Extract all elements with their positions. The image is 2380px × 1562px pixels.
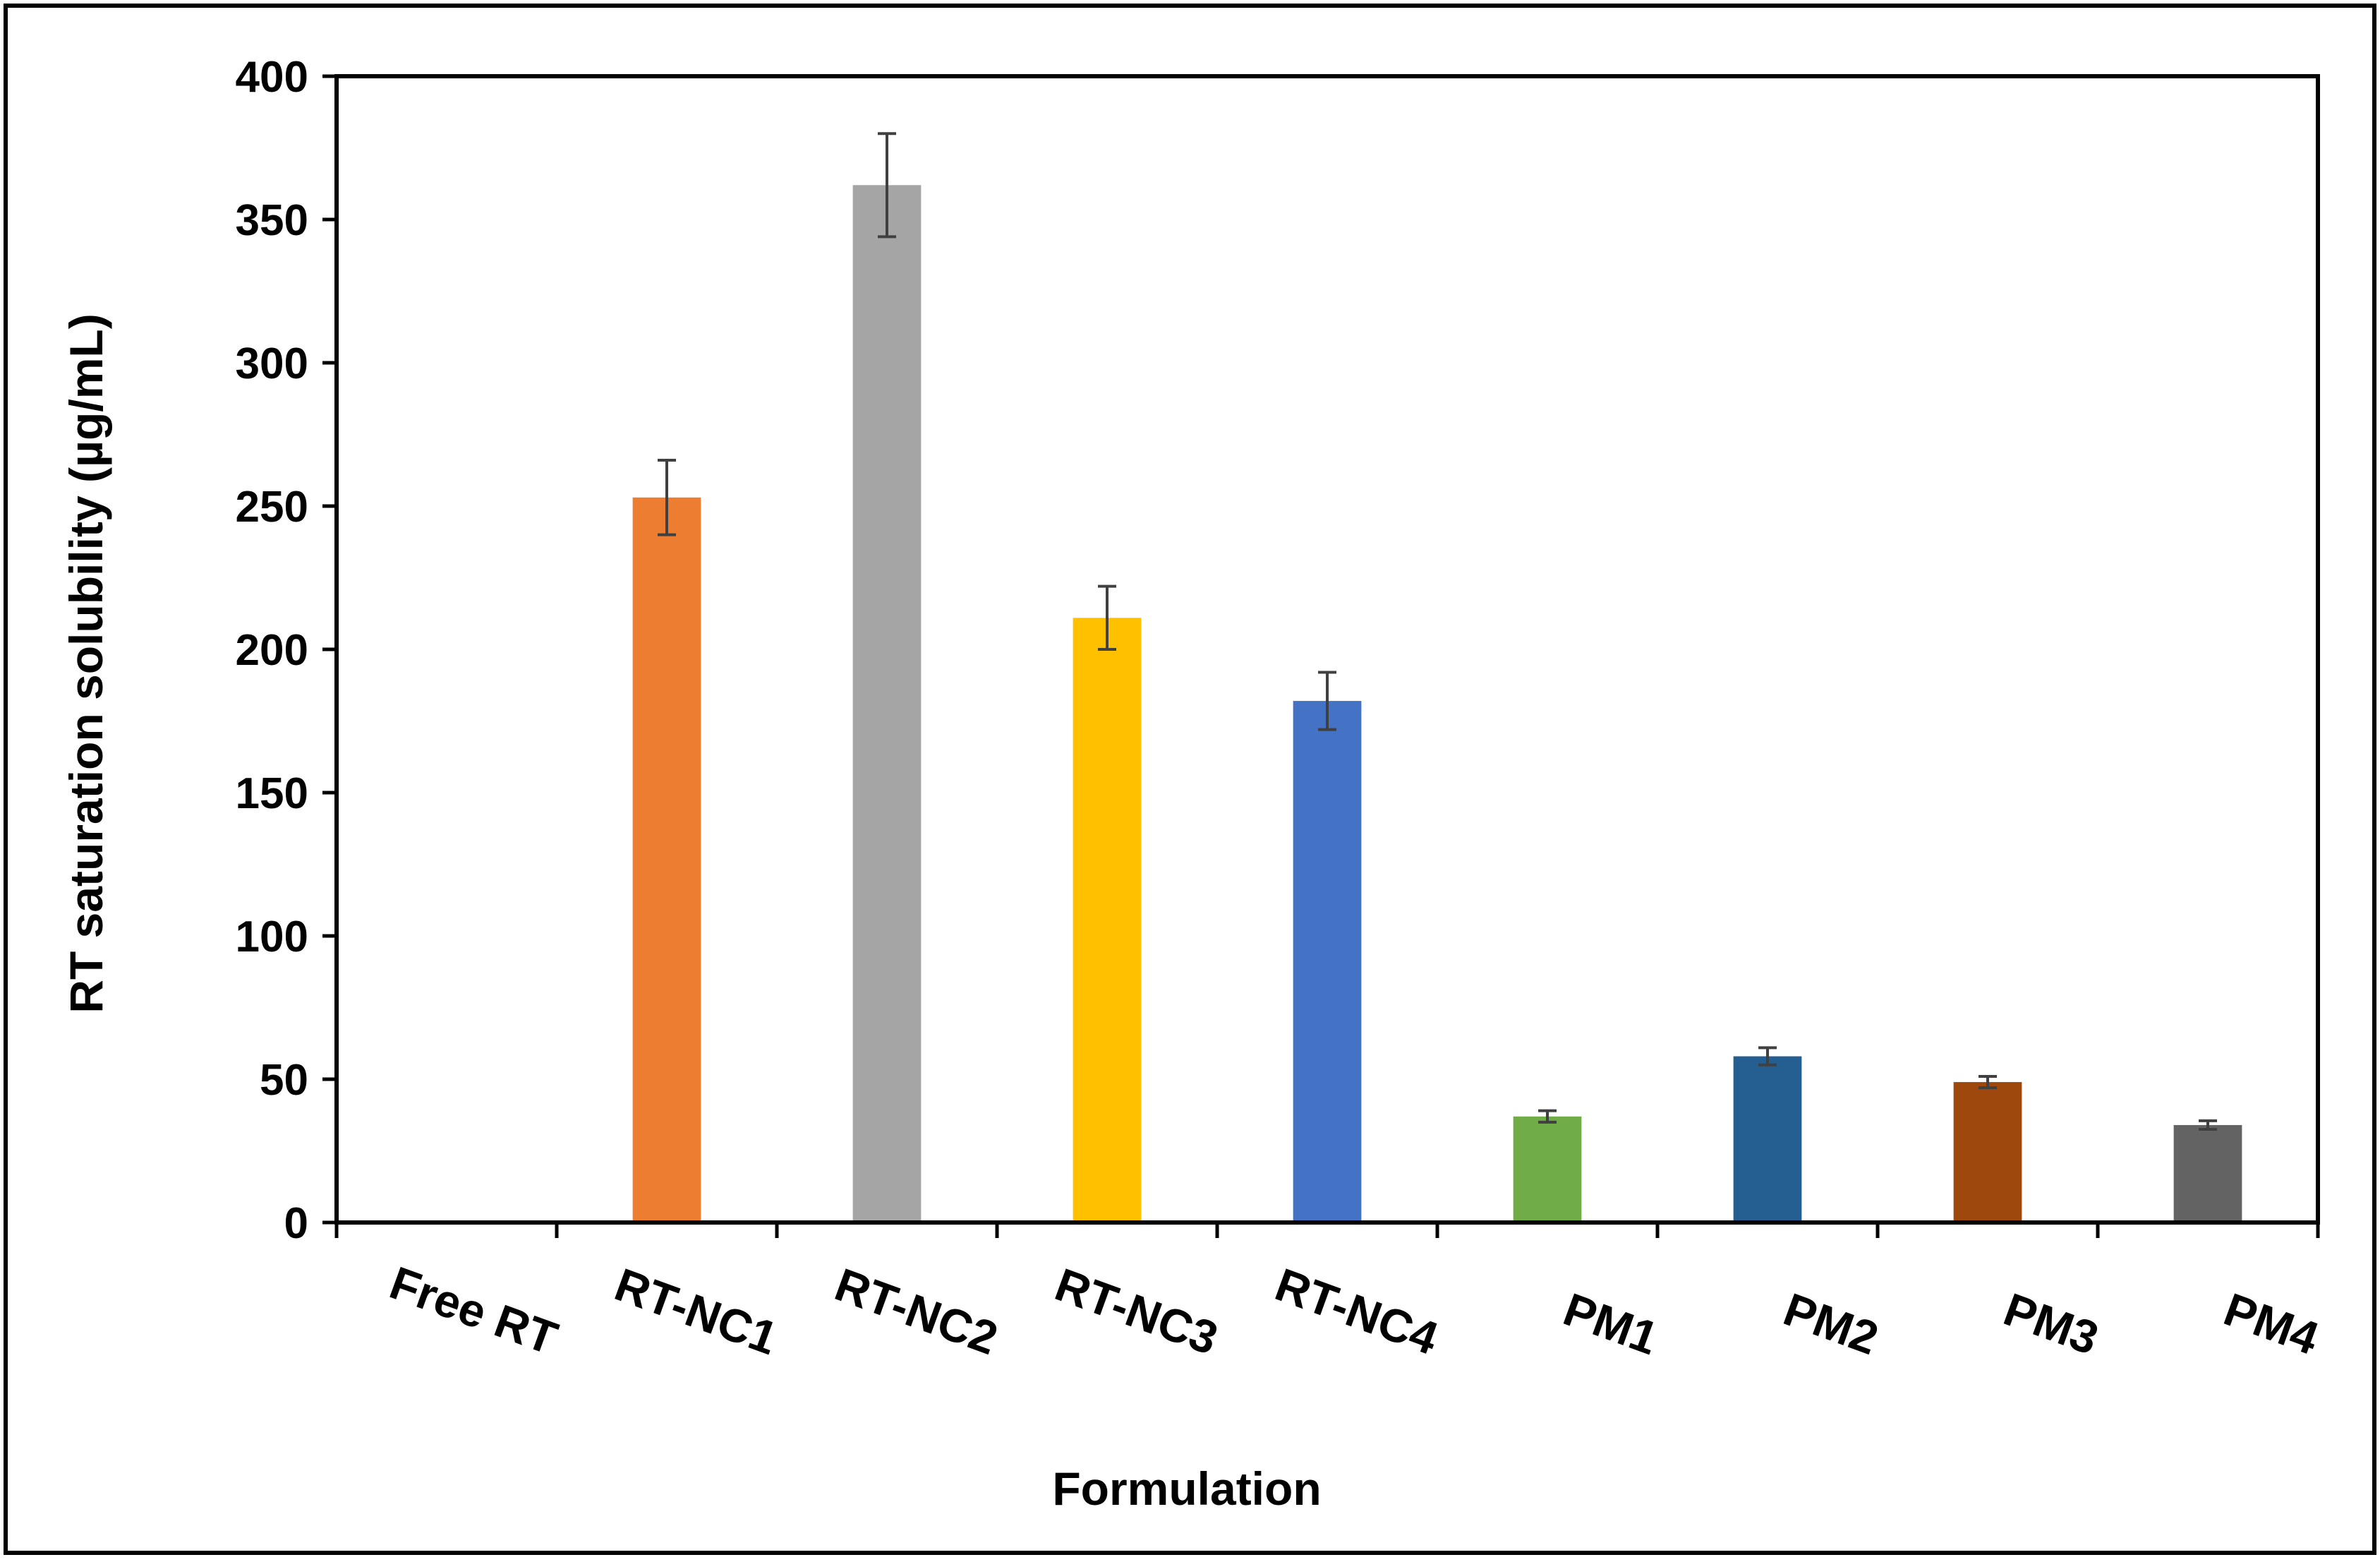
bar-4 (1073, 618, 1142, 1222)
y-tick-label-100: 100 (236, 913, 308, 961)
y-axis-title: RT saturation solubility (µg/mL) (60, 313, 112, 1013)
bar-9 (2173, 1124, 2242, 1222)
bar-8 (1953, 1082, 2022, 1222)
y-tick-label-150: 150 (236, 769, 308, 818)
y-tick-label-250: 250 (236, 483, 308, 531)
x-axis-title: Formulation (1052, 1462, 1321, 1515)
y-tick-label-50: 50 (260, 1056, 308, 1105)
y-tick-label-350: 350 (236, 196, 308, 245)
bar-2 (632, 497, 701, 1222)
bar-3 (852, 185, 922, 1222)
bar-5 (1293, 701, 1362, 1222)
bar-6 (1513, 1116, 1582, 1222)
y-tick-label-0: 0 (284, 1199, 308, 1248)
figure-border (4, 4, 2376, 1555)
bar-7 (1733, 1056, 1802, 1222)
y-tick-label-300: 300 (236, 340, 308, 388)
y-tick-label-400: 400 (236, 53, 308, 102)
y-tick-label-200: 200 (236, 626, 308, 675)
